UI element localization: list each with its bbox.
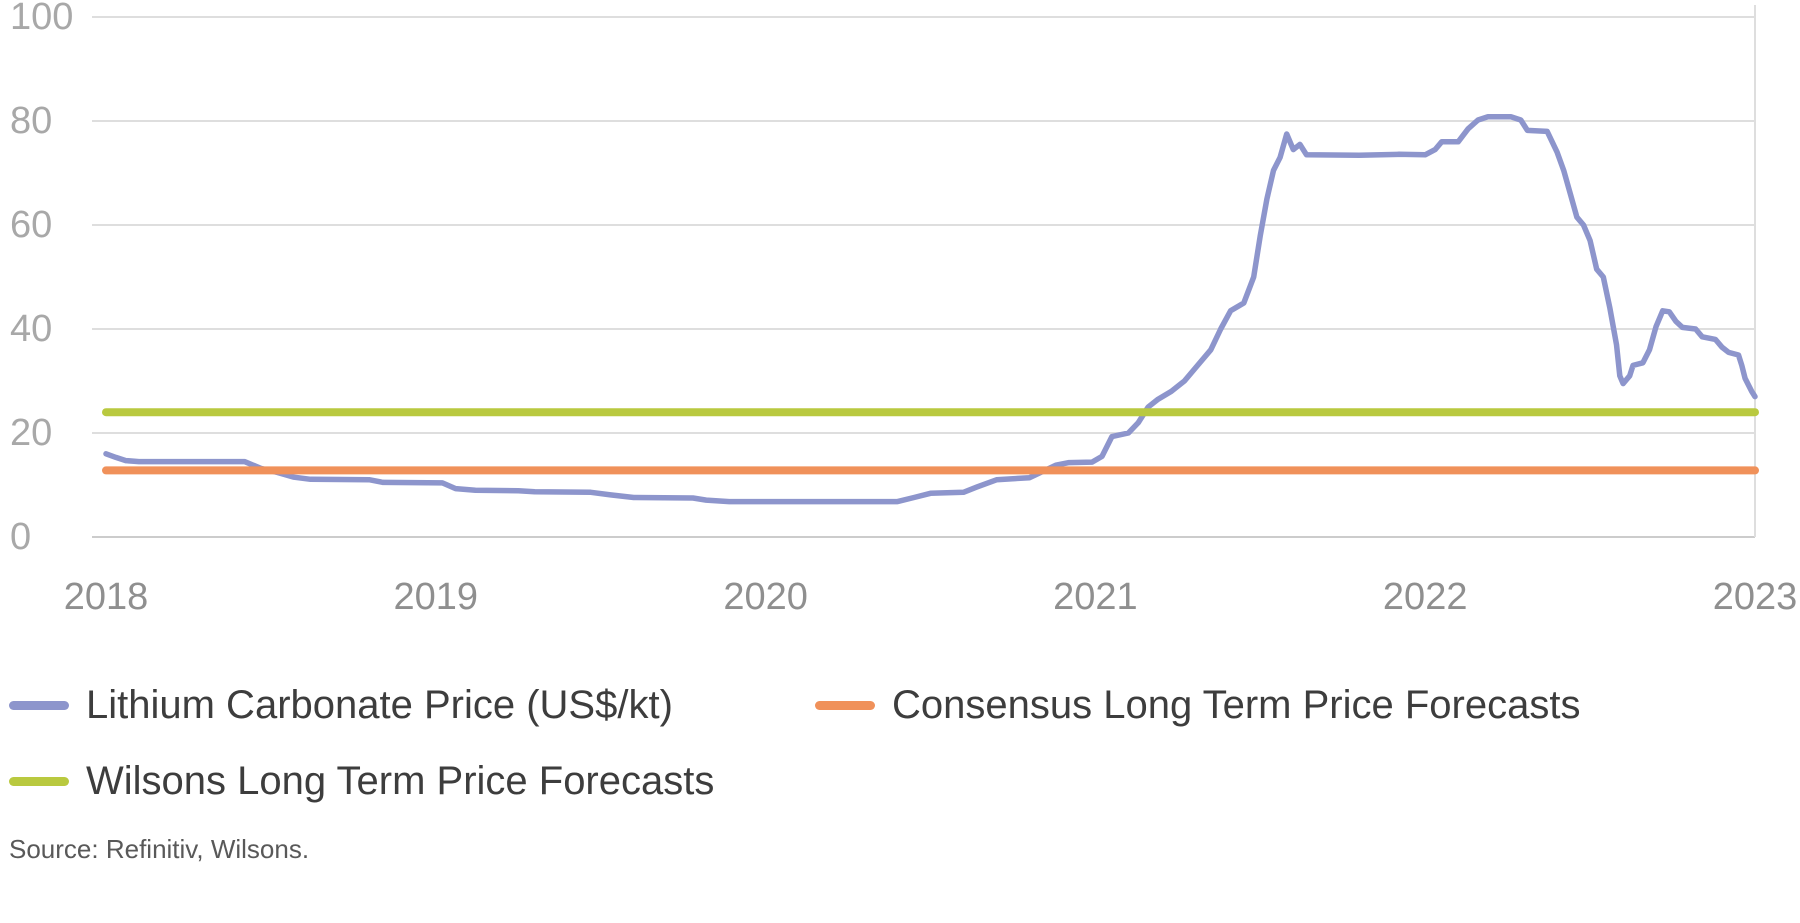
legend-row-1: Lithium Carbonate Price (US$/kt) Consens…	[9, 682, 1800, 728]
legend-label-wilsons-forecast: Wilsons Long Term Price Forecasts	[86, 759, 715, 803]
legend-label-consensus-forecast: Consensus Long Term Price Forecasts	[892, 683, 1581, 727]
y-tick-label: 100	[10, 0, 73, 38]
chart-area: 0 20 40 60 80 100 2018 2019 2020 2021 2022 2023 Lit…	[9, 0, 1800, 864]
legend-swatch-wilsons-forecast-icon	[9, 776, 69, 786]
y-tick-label: 80	[10, 100, 52, 142]
y-tick-label: 40	[10, 308, 52, 350]
legend-item-lithium-price: Lithium Carbonate Price (US$/kt)	[9, 682, 815, 728]
legend-swatch-consensus-forecast-icon	[815, 700, 875, 710]
x-tick-label: 2020	[723, 576, 808, 618]
legend-row-2: Wilsons Long Term Price Forecasts	[9, 758, 1800, 804]
legend-label-lithium-price: Lithium Carbonate Price (US$/kt)	[86, 683, 673, 727]
legend-item-wilsons-forecast: Wilsons Long Term Price Forecasts	[9, 758, 714, 804]
source-note: Source: Refinitiv, Wilsons.	[9, 834, 310, 864]
lithium-price-chart: 0 20 40 60 80 100 2018 2019 2020 2021 2022 2023	[10, 0, 1798, 618]
x-tick-label: 2023	[1713, 576, 1798, 618]
legend: Lithium Carbonate Price (US$/kt) Consens…	[9, 682, 1800, 804]
legend-item-consensus-forecast: Consensus Long Term Price Forecasts	[815, 682, 1580, 728]
x-tick-label: 2021	[1053, 576, 1138, 618]
y-tick-label: 0	[10, 516, 31, 558]
series-lithium-carbonate-price	[103, 114, 1758, 505]
x-tick-label: 2019	[394, 576, 479, 618]
x-tick-label: 2018	[64, 576, 149, 618]
y-tick-label: 60	[10, 204, 52, 246]
y-tick-label: 20	[10, 412, 52, 454]
x-tick-label: 2022	[1383, 576, 1468, 618]
legend-swatch-lithium-price-icon	[9, 700, 69, 710]
